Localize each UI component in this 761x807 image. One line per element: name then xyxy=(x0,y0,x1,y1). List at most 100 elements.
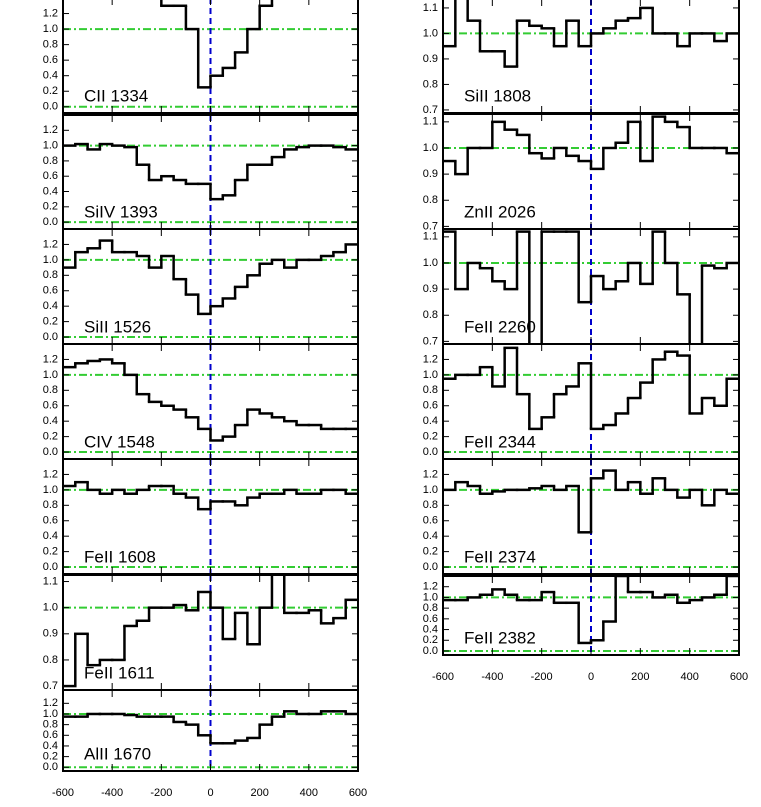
y-tick-label: 0.2 xyxy=(43,751,58,763)
y-tick-label: 0.0 xyxy=(423,561,438,573)
y-tick-label: 0.2 xyxy=(423,546,438,558)
panel-label: FeII 1608 xyxy=(84,547,156,566)
y-tick-label: 0.0 xyxy=(43,761,58,773)
y-tick-label: 0.0 xyxy=(43,446,58,458)
panel-label: CIV 1548 xyxy=(84,432,155,451)
panel: 0.0 0.2 0.4 0.6 0.8 1.0 1.2 CII 1334 xyxy=(43,0,359,114)
y-tick-label: 0.6 xyxy=(43,170,58,182)
y-tick-label: 0.8 xyxy=(43,499,58,511)
y-tick-label: 0.4 xyxy=(43,300,58,312)
y-tick-label: 0.0 xyxy=(423,645,438,657)
y-tick-label: 1.0 xyxy=(43,140,58,152)
y-tick-label: 1.0 xyxy=(423,142,438,154)
y-tick-label: 1.2 xyxy=(423,468,438,480)
y-tick-label: 0.8 xyxy=(43,384,58,396)
x-tick-label: 400 xyxy=(300,787,318,799)
y-tick-label: 0.0 xyxy=(43,216,58,228)
y-tick-label: 0.7 xyxy=(43,680,58,692)
y-tick-label: 1.2 xyxy=(43,238,58,250)
y-tick-label: 1.2 xyxy=(43,353,58,365)
y-tick-label: 0.4 xyxy=(43,740,58,752)
y-tick-label: 1.0 xyxy=(43,602,58,614)
panel-label: SiII 1526 xyxy=(84,317,151,336)
y-tick-label: 0.2 xyxy=(423,431,438,443)
y-tick-label: 1.0 xyxy=(43,254,58,266)
x-tick-label: 600 xyxy=(349,787,367,799)
y-tick-label: 0.0 xyxy=(43,101,58,113)
panel: 0.0 0.2 0.4 0.6 0.8 1.0 1.2 SiIV 1393 xyxy=(43,114,359,230)
y-tick-label: 1.0 xyxy=(423,484,438,496)
y-tick-label: 0.6 xyxy=(43,400,58,412)
y-tick-label: 0.2 xyxy=(43,201,58,213)
panel-label: FeII 2382 xyxy=(464,628,536,647)
y-tick-label: 1.0 xyxy=(43,369,58,381)
y-tick-label: 1.0 xyxy=(423,369,438,381)
x-tick-label: 400 xyxy=(680,671,698,683)
x-tick-label: -600 xyxy=(52,787,74,799)
panel-label: FeII 2344 xyxy=(464,432,536,451)
panel-label: FeII 2374 xyxy=(464,547,536,566)
panel-label: SiIV 1393 xyxy=(84,202,158,221)
y-tick-label: 0.2 xyxy=(43,85,58,97)
y-tick-label: 1.0 xyxy=(423,591,438,603)
y-tick-label: 0.6 xyxy=(43,515,58,527)
x-tick-label: -200 xyxy=(150,787,172,799)
y-tick-label: 0.4 xyxy=(43,530,58,542)
x-tick-label: -400 xyxy=(481,671,503,683)
y-tick-label: 0.8 xyxy=(423,602,438,614)
x-tick-label: -600 xyxy=(432,671,454,683)
y-tick-label: 1.2 xyxy=(43,468,58,480)
y-tick-label: 0.8 xyxy=(423,384,438,396)
y-tick-label: 0.2 xyxy=(423,634,438,646)
panel: 0.00.20.40.60.81.01.2 -600 -400 -200 0 200 400… xyxy=(423,575,748,683)
y-tick-label: 0.8 xyxy=(43,654,58,666)
x-tick-label: 200 xyxy=(631,671,649,683)
y-tick-label: 0.6 xyxy=(43,54,58,66)
y-tick-label: 0.8 xyxy=(43,269,58,281)
panel: 0.7 0.8 0.9 1.0 1.1 FeII 1611 xyxy=(43,574,359,692)
x-tick-label: 600 xyxy=(730,671,748,683)
panel: 0.0 0.2 0.4 0.6 0.8 1.0 1.2 SiII 1526 xyxy=(43,228,359,345)
y-tick-label: 1.2 xyxy=(43,697,58,709)
y-tick-label: 0.7 xyxy=(423,104,438,116)
y-tick-label: 0.8 xyxy=(423,194,438,206)
panel: 0.0 0.2 0.4 0.6 0.8 1.0 1.2 CIV 1548 xyxy=(43,343,359,460)
plot-area xyxy=(63,575,358,690)
y-tick-label: 0.0 xyxy=(423,446,438,458)
panel-label: CII 1334 xyxy=(84,86,148,105)
y-tick-label: 0.0 xyxy=(43,331,58,343)
plot-area xyxy=(63,459,358,574)
y-tick-label: 1.0 xyxy=(43,484,58,496)
y-tick-label: 0.9 xyxy=(423,168,438,180)
y-tick-label: 0.6 xyxy=(423,400,438,412)
panel: 0.0 0.2 0.4 0.6 0.8 1.0 1.2 FeII 1608 xyxy=(43,458,359,575)
y-tick-label: 0.6 xyxy=(423,515,438,527)
panel: 0.0 0.2 0.4 0.6 0.8 1.0 1.2 FeII 2374 xyxy=(423,458,740,575)
y-tick-label: 1.2 xyxy=(43,7,58,19)
y-tick-label: 0.4 xyxy=(43,185,58,197)
plot-area xyxy=(443,114,739,229)
y-tick-label: 0.2 xyxy=(43,546,58,558)
y-tick-label: 0.6 xyxy=(43,729,58,741)
y-tick-label: 0.9 xyxy=(43,628,58,640)
y-tick-label: 1.0 xyxy=(423,257,438,269)
y-tick-label: 1.0 xyxy=(423,27,438,39)
panel: 0.7 0.8 0.9 1.0 1.1 FeII 2260 xyxy=(423,228,740,347)
x-tick-label: -400 xyxy=(101,787,123,799)
y-tick-label: 1.2 xyxy=(423,581,438,593)
y-tick-label: 1.1 xyxy=(423,231,438,243)
y-tick-label: 0.4 xyxy=(423,415,438,427)
y-tick-label: 1.2 xyxy=(43,124,58,136)
panel-label: SiII 1808 xyxy=(464,86,531,105)
y-tick-label: 0.6 xyxy=(43,285,58,297)
y-tick-label: 1.2 xyxy=(423,353,438,365)
panel-label: FeII 1611 xyxy=(84,663,155,682)
y-tick-label: 0.4 xyxy=(423,530,438,542)
y-tick-label: 0.4 xyxy=(423,623,438,635)
y-tick-label: 0.8 xyxy=(423,309,438,321)
x-tick-label: -200 xyxy=(531,671,553,683)
y-tick-label: 0.4 xyxy=(43,70,58,82)
y-tick-label: 0.8 xyxy=(423,499,438,511)
y-tick-label: 0.9 xyxy=(423,283,438,295)
